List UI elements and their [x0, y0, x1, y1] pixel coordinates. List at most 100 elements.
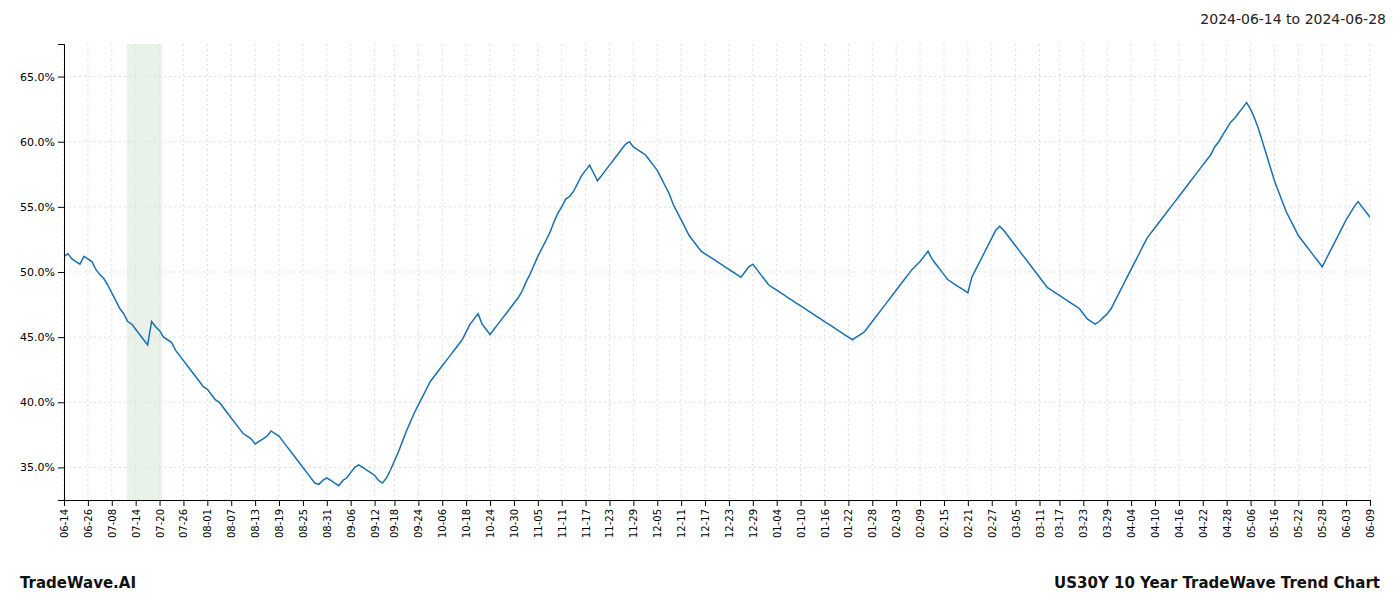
- x-tick-mark: [944, 500, 945, 506]
- x-tick-mark: [1040, 500, 1041, 506]
- x-tick: 07-26: [178, 500, 189, 538]
- grid-line-x: [728, 44, 729, 500]
- x-tick-mark: [777, 500, 778, 506]
- x-tick-mark: [1346, 500, 1347, 506]
- grid-line-y: [64, 337, 1370, 338]
- x-tick: 05-28: [1317, 500, 1328, 538]
- chart-container: 06-1406-2607-0807-1407-2007-2608-0108-07…: [0, 0, 1400, 600]
- x-tick: 10-18: [461, 500, 472, 538]
- y-tick-mark: [58, 467, 64, 468]
- title: 2024-06-14 to 2024-06-28: [1200, 11, 1386, 27]
- x-tick-label: 10-06: [437, 509, 448, 538]
- y-tick: 35.0%: [20, 461, 64, 474]
- x-tick-label: 09-18: [389, 509, 400, 538]
- x-tick-label: 08-01: [202, 509, 213, 538]
- x-tick: 09-12: [370, 500, 381, 538]
- grid-line-x: [1015, 44, 1016, 500]
- x-tick: 11-11: [557, 500, 568, 538]
- x-tick-label: 07-14: [131, 509, 142, 538]
- y-tick-label: 55.0%: [20, 201, 55, 214]
- x-tick-label: 08-07: [226, 509, 237, 538]
- grid-line-x: [394, 44, 395, 500]
- x-tick: 10-06: [437, 500, 448, 538]
- grid-line-x: [1059, 44, 1060, 500]
- x-tick-mark: [1370, 500, 1371, 506]
- x-tick: 02-15: [939, 500, 950, 538]
- x-tick: 04-10: [1150, 500, 1161, 538]
- x-tick: 08-13: [250, 500, 261, 538]
- axis-line: [65, 501, 1371, 507]
- x-tick-mark: [1203, 500, 1204, 506]
- x-tick: 03-11: [1035, 500, 1046, 538]
- plot-area: 06-1406-2607-0807-1407-2007-2608-0108-07…: [20, 44, 1376, 538]
- x-tick-mark: [1107, 500, 1108, 506]
- grid-line-x: [752, 44, 753, 500]
- x-tick-label: 12-23: [724, 509, 735, 538]
- x-tick: 02-27: [987, 500, 998, 538]
- y-tick-mark: [58, 272, 64, 273]
- x-tick-mark: [825, 500, 826, 506]
- x-tick: 03-05: [1011, 500, 1022, 538]
- x-tick-mark: [920, 500, 921, 506]
- x-tick-label: 10-24: [485, 509, 496, 538]
- x-tick-mark: [255, 500, 256, 506]
- x-tick-label: 11-29: [628, 509, 639, 538]
- x-tick-mark: [968, 500, 969, 506]
- x-tick: 10-30: [509, 500, 520, 538]
- x-tick-label: 02-09: [915, 509, 926, 538]
- grid-line-x: [255, 44, 256, 500]
- x-tick-label: 06-03: [1341, 509, 1352, 538]
- x-tick-mark: [490, 500, 491, 506]
- x-tick-label: 09-12: [370, 509, 381, 538]
- x-tick: 07-08: [107, 500, 118, 538]
- x-tick-mark: [753, 500, 754, 506]
- x-tick-label: 03-05: [1011, 509, 1022, 538]
- x-tick-mark: [1083, 500, 1084, 506]
- x-tick-label: 09-24: [413, 509, 424, 538]
- grid-line-x: [418, 44, 419, 500]
- x-tick-label: 08-25: [298, 509, 309, 538]
- x-tick-label: 01-04: [772, 509, 783, 538]
- x-tick: 08-07: [226, 500, 237, 538]
- x-tick: 06-26: [83, 500, 94, 538]
- grid-line-x: [872, 44, 873, 500]
- x-tick: 06-14: [59, 500, 70, 538]
- grid-line-x: [705, 44, 706, 500]
- chart-svg: 06-1406-2607-0807-1407-2007-2608-0108-07…: [0, 0, 1400, 600]
- grid-line-x: [302, 44, 303, 500]
- grid-line-x: [442, 44, 443, 500]
- x-axis: 06-1406-2607-0807-1407-2007-2608-0108-07…: [59, 500, 1376, 538]
- grid-line-x: [920, 44, 921, 500]
- y-tick-label: 35.0%: [20, 461, 55, 474]
- x-tick-mark: [1274, 500, 1275, 506]
- x-tick-label: 04-22: [1198, 509, 1209, 538]
- grid-line-x: [1202, 44, 1203, 500]
- grid-line-x: [657, 44, 658, 500]
- x-tick-mark: [160, 500, 161, 506]
- x-tick-mark: [1322, 500, 1323, 506]
- x-tick-mark: [375, 500, 376, 506]
- axis-line: [58, 45, 65, 501]
- x-tick-mark: [183, 500, 184, 506]
- x-tick-label: 04-28: [1222, 509, 1233, 538]
- x-tick-mark: [418, 500, 419, 506]
- x-tick-label: 01-28: [867, 509, 878, 538]
- y-tick-mark: [58, 207, 64, 208]
- x-tick-mark: [394, 500, 395, 506]
- x-tick-label: 12-11: [676, 509, 687, 538]
- x-tick-label: 04-10: [1150, 509, 1161, 538]
- x-tick-mark: [633, 500, 634, 506]
- grid-line-y: [64, 206, 1370, 207]
- grid-line-x: [1250, 44, 1251, 500]
- x-tick: 06-09: [1365, 500, 1376, 538]
- x-tick-label: 09-06: [346, 509, 357, 538]
- x-tick: 04-16: [1174, 500, 1185, 538]
- x-tick-label: 11-05: [533, 509, 544, 538]
- grid-line-x: [1178, 44, 1179, 500]
- x-tick-label: 10-18: [461, 509, 472, 538]
- x-tick-label: 02-27: [987, 509, 998, 538]
- x-tick-mark: [681, 500, 682, 506]
- y-tick-mark: [58, 142, 64, 143]
- grid-line-x: [1083, 44, 1084, 500]
- grid-line-x: [800, 44, 801, 500]
